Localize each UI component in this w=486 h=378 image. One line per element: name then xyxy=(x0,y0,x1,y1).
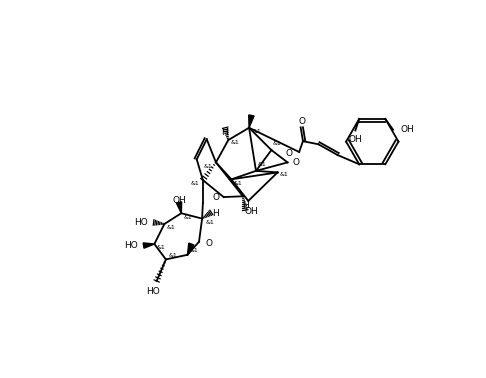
Text: O: O xyxy=(293,158,300,167)
Text: &1: &1 xyxy=(273,141,282,146)
Text: OH: OH xyxy=(244,207,258,216)
Text: &1: &1 xyxy=(258,162,266,167)
Text: HO: HO xyxy=(146,287,160,296)
Text: &1: &1 xyxy=(203,164,212,169)
Text: O: O xyxy=(286,149,293,158)
Text: H: H xyxy=(221,128,228,137)
Text: &1: &1 xyxy=(206,220,215,225)
Text: &1: &1 xyxy=(190,248,199,254)
Text: &1: &1 xyxy=(167,225,175,230)
Text: H: H xyxy=(212,209,219,218)
Text: O: O xyxy=(212,193,219,202)
Text: &1: &1 xyxy=(191,181,199,186)
Text: HO: HO xyxy=(134,218,147,227)
Polygon shape xyxy=(249,115,254,128)
Text: HO: HO xyxy=(123,241,138,250)
Text: &1: &1 xyxy=(253,129,261,134)
Text: OH: OH xyxy=(172,197,186,205)
Text: O: O xyxy=(299,117,306,125)
Text: H: H xyxy=(243,201,249,210)
Text: &1: &1 xyxy=(280,172,289,177)
Polygon shape xyxy=(188,243,194,255)
Text: &1: &1 xyxy=(184,215,192,220)
Text: &1: &1 xyxy=(156,245,165,250)
Text: &1: &1 xyxy=(234,181,243,186)
Text: &1: &1 xyxy=(230,140,239,145)
Polygon shape xyxy=(143,243,155,248)
Polygon shape xyxy=(176,202,182,213)
Text: &1: &1 xyxy=(168,253,177,258)
Text: OH: OH xyxy=(401,125,415,134)
Text: OH: OH xyxy=(348,135,362,144)
Text: O: O xyxy=(205,239,212,248)
